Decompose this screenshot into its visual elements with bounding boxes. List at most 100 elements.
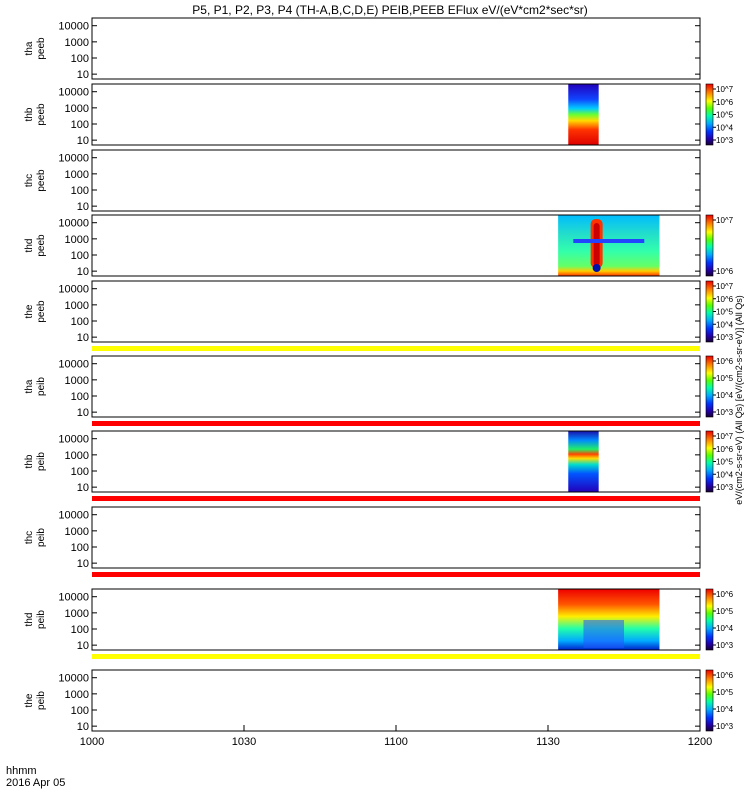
y-tick-label: 100 [71, 466, 89, 478]
y-tick-label: 10000 [58, 153, 89, 165]
y-tick-label: 10000 [58, 434, 89, 446]
y-tick-label: 1000 [65, 37, 89, 49]
colorbar-tick-label: 10^5 [716, 607, 734, 616]
x-axis-label-date: 2016 Apr 05 [6, 777, 65, 789]
panel-instrument-label: peib [36, 528, 47, 547]
y-tick-label: 100 [71, 705, 89, 717]
quality-flag-bar [92, 496, 700, 501]
colorbar-tick-label: 10^6 [716, 267, 734, 276]
panel-probe-label: tha [24, 41, 35, 55]
colorbar-strip [705, 669, 714, 732]
y-tick-label: 1000 [65, 689, 89, 701]
colorbar-tick-label: 10^5 [716, 458, 734, 467]
colorbar-thd-peeb: 10^6 10^7 [705, 214, 734, 277]
panel-thd-peib: 10 100 1000 10000 thd peib [24, 588, 701, 652]
colorbar-tick-label: 10^3 [716, 333, 734, 342]
spectrogram-block [568, 84, 599, 145]
panel-frame [91, 588, 701, 651]
spectrogram-band [573, 239, 645, 243]
colorbar-thb-peeb: 10^3 10^4 10^5 10^6 10^7 [705, 83, 734, 146]
panel-tha-peeb: 10 100 1000 10000 tha peeb [24, 17, 701, 81]
colorbar-tick-label: 10^7 [716, 432, 734, 441]
colorbar-tick-label: 10^5 [716, 374, 734, 383]
colorbar-tick-label: 10^6 [716, 357, 734, 366]
y-tick-label: 10 [77, 69, 89, 81]
y-tick-label: 100 [71, 119, 89, 131]
colorbar-tick-label: 10^3 [716, 641, 734, 650]
panel-probe-label: thd [24, 239, 35, 253]
panel-thc-peeb: 10 100 1000 10000 thc peeb [24, 149, 701, 213]
colorbar-tick-label: 10^5 [716, 688, 734, 697]
panel-probe-label: thd [24, 613, 35, 627]
y-tick-label: 100 [71, 250, 89, 262]
y-tick-label: 10000 [58, 359, 89, 371]
colorbar-strip [705, 83, 714, 146]
y-tick-label: 100 [71, 316, 89, 328]
panel-instrument-label: peeb [36, 234, 47, 257]
flag-bar-group [92, 346, 700, 659]
quality-flag-bar [92, 654, 700, 659]
quality-flag-bar [92, 572, 700, 577]
spectrogram-block [558, 215, 660, 276]
colorbar-strip [705, 430, 714, 493]
y-tick-label: 10000 [58, 21, 89, 33]
y-tick-label: 1000 [65, 169, 89, 181]
y-tick-label: 100 [71, 185, 89, 197]
y-tick-label: 10000 [58, 592, 89, 604]
panel-frame [91, 149, 701, 212]
y-tick-label: 100 [71, 542, 89, 554]
x-axis: 1000 1030 1100 1130 1200 [80, 725, 712, 748]
colorbar-tick-label: 10^3 [716, 722, 734, 731]
x-tick-label: 1030 [232, 736, 256, 748]
panel-frame [91, 280, 701, 343]
y-tick-label: 1000 [65, 300, 89, 312]
colorbar-tick-label: 10^7 [716, 282, 734, 291]
colorbar-side-label: eV/(cm2-s-sr-eV) (All Qs) [eV/(cm2-s-sr-… [734, 295, 744, 505]
colorbar-tick-label: 10^3 [716, 408, 734, 417]
x-tick-label: 1000 [80, 736, 104, 748]
panel-the-peeb: 10 100 1000 10000 the peeb [24, 280, 701, 344]
panel-thd-peeb: 10 100 1000 10000 thd peeb [24, 214, 701, 278]
colorbar-tick-label: 10^6 [716, 98, 734, 107]
colorbar-strip [705, 588, 714, 651]
colorbar-tick-label: 10^7 [716, 85, 734, 94]
y-tick-label: 10 [77, 482, 89, 494]
panel-frame [91, 355, 701, 418]
y-tick-label: 10000 [58, 673, 89, 685]
y-tick-label: 1000 [65, 234, 89, 246]
spectrogram-band [583, 620, 624, 648]
panel-thb-peeb: 10 100 1000 10000 thb peeb [24, 83, 701, 147]
y-tick-label: 10 [77, 332, 89, 344]
y-tick-label: 10000 [58, 510, 89, 522]
panel-instrument-label: peeb [36, 169, 47, 192]
panel-probe-label: tha [24, 379, 35, 393]
y-tick-label: 100 [71, 53, 89, 65]
colorbar-tick-label: 10^6 [716, 445, 734, 454]
spectrogram-block [568, 431, 599, 492]
y-tick-label: 100 [71, 391, 89, 403]
colorbar-group: 10^3 10^4 10^5 10^6 10^7 10^6 10^7 10^3 10^4 10^5… [705, 83, 734, 732]
x-tick-label: 1100 [384, 736, 408, 748]
panel-frame [91, 669, 701, 732]
panel-probe-label: thc [24, 174, 35, 187]
y-tick-label: 10000 [58, 284, 89, 296]
colorbar-tick-label: 10^5 [716, 308, 734, 317]
y-tick-label: 1000 [65, 450, 89, 462]
y-tick-label: 10000 [58, 218, 89, 230]
y-tick-label: 10 [77, 135, 89, 147]
panel-instrument-label: peeb [36, 37, 47, 60]
panel-frame [91, 430, 701, 493]
panel-instrument-label: peib [36, 377, 47, 396]
colorbar-tick-label: 10^4 [716, 624, 734, 633]
colorbar-tick-label: 10^4 [716, 470, 734, 479]
quality-flag-bar [92, 421, 700, 426]
colorbar-tick-label: 10^5 [716, 111, 734, 120]
colorbar-tha-peib: 10^3 10^4 10^5 10^6 [705, 355, 734, 418]
y-tick-label: 10000 [58, 87, 89, 99]
colorbar-strip [705, 355, 714, 418]
figure-title: P5, P1, P2, P3, P4 (TH-A,B,C,D,E) PEIB,P… [192, 3, 587, 17]
colorbar-tick-label: 10^6 [716, 590, 734, 599]
colorbar-tick-label: 10^4 [716, 391, 734, 400]
